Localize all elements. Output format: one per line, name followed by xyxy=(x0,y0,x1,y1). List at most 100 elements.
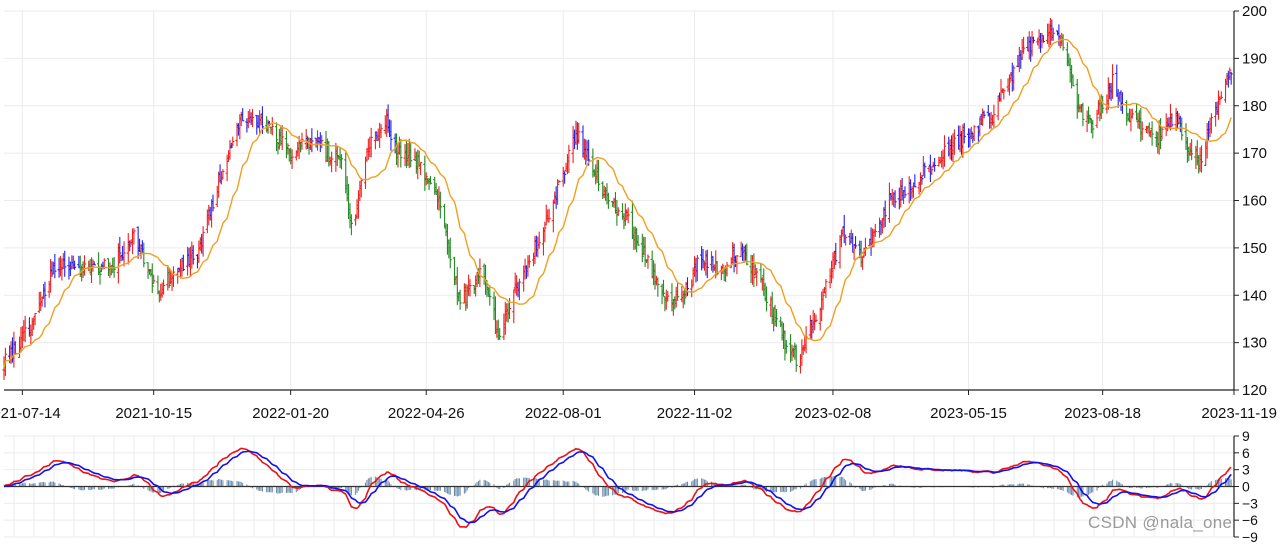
macd-y-tick-label: 6 xyxy=(1242,445,1250,461)
price-y-ticks: 120 130 140 150 160 170 180 190 200 xyxy=(1234,3,1267,399)
ohlc-bar xyxy=(1160,126,1164,140)
ohlc-bar xyxy=(98,266,102,285)
ohlc-bar xyxy=(920,175,924,185)
ohlc-bar xyxy=(1150,121,1154,146)
ohlc-bar xyxy=(369,127,373,158)
date-tick-label: 2023-08-18 xyxy=(1064,405,1141,422)
ohlc-bar xyxy=(1002,88,1006,100)
ohlc-bar xyxy=(962,122,966,144)
ohlc-bar xyxy=(1130,108,1134,119)
ohlc-bar xyxy=(1021,36,1026,54)
macd-y-tick-label: 3 xyxy=(1242,462,1250,478)
ohlc-bar xyxy=(893,190,897,208)
ohlc-bar xyxy=(171,266,176,287)
ohlc-bar xyxy=(1051,27,1055,41)
price-ohlc-bars xyxy=(2,18,1233,380)
ohlc-bar xyxy=(270,117,274,136)
macd-dif-line xyxy=(3,447,1232,529)
ohlc-bar xyxy=(774,308,779,327)
ohlc-bar xyxy=(676,282,680,301)
ohlc-bar xyxy=(824,278,828,299)
moving-average-line xyxy=(3,38,1232,368)
ohlc-bar xyxy=(555,179,560,205)
ohlc-bar xyxy=(389,120,393,151)
ohlc-bar xyxy=(274,122,279,151)
date-tick-label: 2023-05-15 xyxy=(930,405,1007,422)
ohlc-bar xyxy=(1140,121,1144,141)
ohlc-bar xyxy=(1229,71,1233,85)
ohlc-bar xyxy=(73,260,77,270)
ohlc-bar xyxy=(557,180,561,183)
ohlc-bar xyxy=(330,151,334,173)
macd-y-tick-label: −9 xyxy=(1242,529,1258,545)
ohlc-bar xyxy=(418,162,423,176)
ohlc-bar xyxy=(646,254,650,269)
ohlc-bar xyxy=(626,207,630,224)
ohlc-bar xyxy=(661,279,666,297)
ohlc-bar xyxy=(752,253,756,288)
ohlc-bar xyxy=(656,277,660,297)
ohlc-bar xyxy=(399,139,403,168)
ohlc-bar xyxy=(132,228,136,245)
ohlc-bar xyxy=(834,242,838,266)
ohlc-bar xyxy=(923,162,927,179)
ohlc-bar xyxy=(952,129,956,155)
ohlc-bar xyxy=(690,279,694,298)
ohlc-bar xyxy=(152,274,156,284)
ohlc-bar xyxy=(167,268,171,288)
ohlc-bar xyxy=(150,263,154,294)
ohlc-bar xyxy=(913,174,917,188)
ohlc-bar xyxy=(636,235,640,246)
ohlc-bar xyxy=(458,289,462,310)
ohlc-bar xyxy=(784,340,788,354)
ohlc-bar xyxy=(794,344,798,372)
ohlc-bar xyxy=(764,286,769,312)
ohlc-bar xyxy=(616,207,620,216)
macd-dea-line xyxy=(3,450,1232,524)
ohlc-bar xyxy=(43,281,47,308)
ohlc-bar xyxy=(304,128,308,150)
ohlc-bar xyxy=(122,241,126,267)
macd-y-tick-label: −3 xyxy=(1242,495,1258,511)
ohlc-bar xyxy=(1071,74,1075,87)
ohlc-bar xyxy=(1158,118,1163,150)
macd-y-tick-label: 0 xyxy=(1242,479,1250,495)
ohlc-bar xyxy=(92,262,96,266)
price-y-tick-label: 130 xyxy=(1242,335,1267,352)
ohlc-bar xyxy=(349,214,353,236)
ohlc-bar xyxy=(705,249,709,279)
ohlc-bar xyxy=(853,236,858,249)
ohlc-bar xyxy=(290,149,294,170)
ohlc-bar xyxy=(1110,64,1115,99)
ohlc-bar xyxy=(359,177,363,198)
ohlc-bar xyxy=(804,326,808,354)
macd-histogram xyxy=(4,476,1232,498)
ohlc-bar xyxy=(933,158,937,172)
ohlc-bar xyxy=(339,154,344,170)
ohlc-bar xyxy=(241,108,245,122)
ohlc-bar xyxy=(567,144,571,174)
ohlc-bar xyxy=(438,191,442,219)
date-tick-label: 2021-10-15 xyxy=(115,405,192,422)
ohlc-bar xyxy=(231,136,235,147)
price-grid xyxy=(4,10,1235,391)
ohlc-bar xyxy=(229,142,233,149)
ohlc-bar xyxy=(1041,35,1045,43)
price-y-tick-label: 120 xyxy=(1242,382,1267,399)
ohlc-bar xyxy=(982,110,986,119)
ohlc-bar xyxy=(1091,119,1095,139)
ohlc-bar xyxy=(63,250,67,277)
ohlc-bar xyxy=(1180,117,1184,141)
macd-grid xyxy=(4,435,1234,538)
ohlc-bar xyxy=(517,278,522,301)
ohlc-bar xyxy=(161,279,166,295)
ohlc-bar xyxy=(250,108,255,127)
ohlc-bar xyxy=(1012,65,1016,91)
ohlc-bar xyxy=(972,125,976,142)
price-y-tick-label: 170 xyxy=(1242,145,1267,162)
ohlc-bar xyxy=(181,254,185,272)
ohlc-bar xyxy=(468,279,472,297)
ohlc-bar xyxy=(118,236,122,264)
ohlc-bar xyxy=(695,254,699,282)
